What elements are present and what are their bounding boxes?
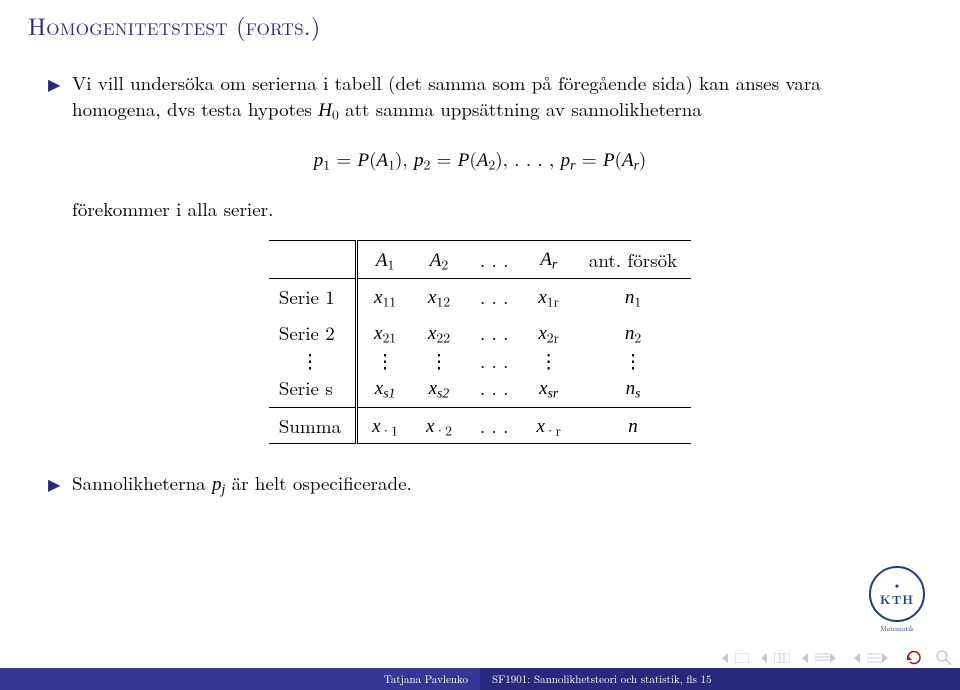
- nav-next-sub[interactable]: [854, 653, 894, 663]
- slide-content: ▶ Vi vill undersöka om serierna i tabell…: [0, 70, 960, 499]
- rows-label: Serie s: [269, 370, 357, 407]
- f-Pr: P: [603, 150, 615, 171]
- cell-xd1: x·1: [357, 407, 412, 444]
- cell-x2r: x2r: [522, 315, 574, 351]
- bullet-1-text: Vi vill undersöka om serierna i tabell (…: [72, 70, 912, 124]
- footer: Tatjana Pavlenko SF1901: Sannolikhetsteo…: [0, 668, 960, 690]
- sum-label: Summa: [269, 407, 357, 444]
- th-ant: ant. försök: [575, 241, 691, 279]
- f-p1s: 1: [323, 154, 330, 173]
- cell-dots1: . . .: [466, 278, 523, 314]
- f-A1: A: [377, 150, 389, 171]
- formula: p1 = P(A1), p2 = P(A2), . . . , pr = P(A…: [48, 146, 912, 175]
- nav-back[interactable]: [906, 651, 924, 665]
- f-Ar: A: [622, 150, 634, 171]
- f-P1: P: [357, 150, 369, 171]
- cell-xs2: xs2: [412, 370, 466, 407]
- f-p1: p: [314, 150, 324, 171]
- nav-search[interactable]: [936, 650, 952, 666]
- f-lp2: (: [469, 145, 476, 172]
- cell-xs1: xs1: [357, 370, 412, 407]
- bullet-icon: ▶: [48, 470, 72, 499]
- cell-dots-s: . . .: [466, 370, 523, 407]
- f-A2: A: [477, 150, 489, 171]
- f-pr: p: [561, 150, 571, 171]
- th-A1: A1: [357, 241, 412, 279]
- f-eq1: =: [336, 145, 357, 172]
- f-rp3: ): [639, 145, 646, 172]
- f-eq2: =: [437, 145, 458, 172]
- slide-title: Homogenitetstest (forts.): [0, 0, 960, 70]
- cell-dots-sum: . . .: [466, 407, 523, 444]
- nav-prev[interactable]: [761, 653, 790, 663]
- f-lp1: (: [369, 145, 376, 172]
- cell-n1: n1: [575, 278, 691, 314]
- cell-x12: x12: [412, 278, 466, 314]
- vd-n: ⋮: [575, 351, 691, 370]
- cell-x11: x11: [357, 278, 412, 314]
- b2-pre: Sannolikheterna: [72, 469, 212, 496]
- bullet-1: ▶ Vi vill undersöka om serierna i tabell…: [48, 70, 912, 124]
- th-blank: [269, 241, 357, 279]
- th-dots: . . .: [466, 241, 523, 279]
- bullet-2: ▶ Sannolikheterna pj är helt ospecificer…: [48, 470, 912, 499]
- f-rp2: ): [495, 145, 502, 172]
- vd-1: ⋮: [357, 351, 412, 370]
- f-p2s: 2: [423, 154, 430, 173]
- logo-kth: KTH: [880, 593, 914, 605]
- nav-prev-sub[interactable]: [802, 653, 842, 663]
- vd-d: . . .: [466, 351, 523, 370]
- f-eq3: =: [582, 145, 603, 172]
- cell-dots2: . . .: [466, 315, 523, 351]
- vd-r: ⋮: [522, 351, 574, 370]
- logo-sub: Matematik: [864, 624, 930, 634]
- cell-xsr: xsr: [522, 370, 574, 407]
- table-vdots-row: ⋮ ⋮ ⋮ . . . ⋮ ⋮: [269, 351, 691, 370]
- occurs-text: förekommer i alla serier.: [72, 196, 912, 222]
- bullet-1-suffix: att samma uppsättning av sannolikheterna: [339, 95, 702, 122]
- nav-first[interactable]: [722, 653, 749, 663]
- cell-n2: n2: [575, 315, 691, 351]
- footer-right: SF1901: Sannolikhetsteori och statistik,…: [480, 668, 960, 690]
- f-lp3: (: [615, 145, 622, 172]
- logo-ring: ✦ KTH: [869, 566, 925, 622]
- f-P2: P: [458, 150, 470, 171]
- footer-left: Tatjana Pavlenko: [0, 668, 480, 690]
- kth-logo: ✦ KTH Matematik: [864, 566, 930, 634]
- table-row: Serie s xs1 xs2 . . . xsr ns: [269, 370, 691, 407]
- cell-x22: x22: [412, 315, 466, 351]
- bullet-2-text: Sannolikheterna pj är helt ospecificerad…: [72, 470, 912, 499]
- row2-label: Serie 2: [269, 315, 357, 351]
- table-header: A1 A2 . . . Ar ant. försök: [269, 241, 691, 279]
- th-Ar: Ar: [522, 241, 574, 279]
- cell-xdr: x·r: [522, 407, 574, 444]
- b2-post: är helt ospecificerade.: [225, 469, 412, 496]
- f-prs: r: [570, 157, 575, 172]
- cell-xd2: x·2: [412, 407, 466, 444]
- vd-l: ⋮: [269, 351, 357, 370]
- table-sum-row: Summa x·1 x·2 . . . x·r n: [269, 407, 691, 444]
- cell-n: n: [575, 407, 691, 444]
- cell-x1r: x1r: [522, 278, 574, 314]
- bullet-icon: ▶: [48, 70, 72, 124]
- row1-label: Serie 1: [269, 278, 357, 314]
- hypo-H: H: [318, 100, 332, 121]
- f-A1s: 1: [388, 154, 395, 173]
- th-A2: A2: [412, 241, 466, 279]
- hypo-sub: 0: [332, 104, 339, 123]
- nav-bar: [722, 650, 952, 666]
- cell-ns: ns: [575, 370, 691, 407]
- table-row: Serie 1 x11 x12 . . . x1r n1: [269, 278, 691, 314]
- data-table: A1 A2 . . . Ar ant. försök Serie 1 x11 x…: [269, 240, 691, 444]
- f-dots: , . . . ,: [503, 145, 561, 172]
- table-row: Serie 2 x21 x22 . . . x2r n2: [269, 315, 691, 351]
- cell-x21: x21: [357, 315, 412, 351]
- vd-2: ⋮: [412, 351, 466, 370]
- f-c1: ,: [402, 145, 414, 172]
